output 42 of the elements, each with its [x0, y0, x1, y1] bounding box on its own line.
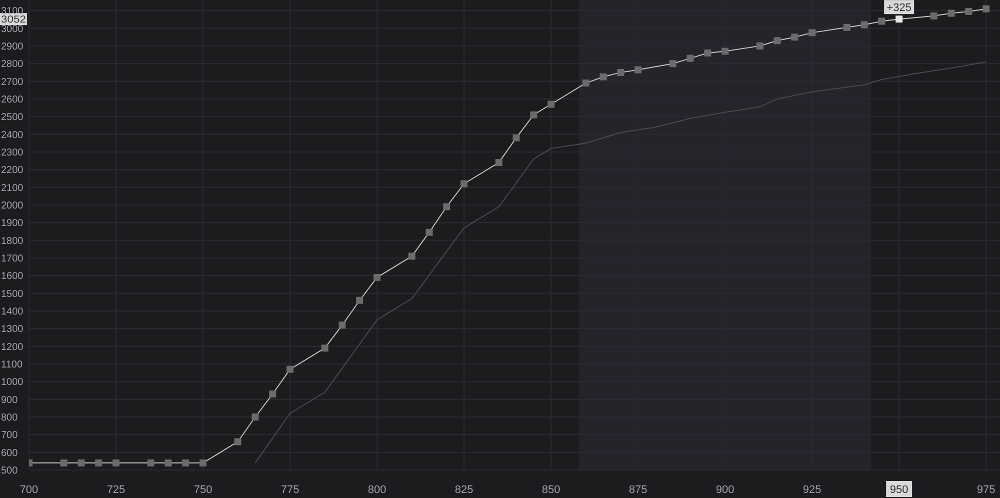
x-tick-label: 875 — [628, 484, 648, 496]
y-tick-label: 1400 — [1, 306, 24, 318]
x-tick-label: 825 — [454, 484, 474, 496]
y-tick-label: 1000 — [1, 377, 24, 388]
x-tick-label: 975 — [976, 484, 996, 496]
x-tick-label: 700 — [20, 484, 38, 496]
y-tick-label: 600 — [1, 448, 18, 459]
y-tick-label: 1900 — [1, 218, 24, 230]
y-tick-label: 3000 — [1, 24, 24, 35]
y-tick-label: 2100 — [1, 182, 24, 194]
y-tick-label: 1600 — [1, 271, 24, 282]
y-tick-label: 2700 — [1, 76, 24, 88]
x-tick-label: 750 — [194, 484, 212, 496]
y-tick-label: 2800 — [1, 59, 24, 70]
x-tick-label: 925 — [802, 484, 822, 496]
y-tick-label: 2900 — [1, 41, 24, 52]
point — [896, 16, 903, 23]
y-tick-label: 1100 — [1, 359, 23, 370]
y-tick-label: 2000 — [1, 200, 24, 212]
y-tick-label: 1700 — [1, 253, 24, 264]
y-tick-label: 2300 — [1, 147, 24, 158]
y-tick-label: 2600 — [1, 94, 24, 106]
x-tick-label: 950 — [890, 484, 908, 496]
y-tick-label: 2500 — [1, 112, 24, 124]
x-tick-label: 725 — [106, 484, 126, 496]
x-tick-label: 850 — [542, 484, 560, 496]
y-tick-label: 2200 — [1, 165, 24, 176]
y-tick-label: 1200 — [1, 342, 24, 353]
y-tick-label: 700 — [1, 430, 18, 442]
x-tick-label: 775 — [280, 484, 300, 496]
x-tick-label: 900 — [716, 484, 734, 496]
y-tick-label: 1500 — [1, 288, 24, 300]
y-tick-label: 1800 — [1, 236, 24, 247]
y-tick-label: 1300 — [1, 324, 24, 336]
annotation: +325 — [886, 2, 912, 14]
y-tick-label: 2400 — [1, 130, 24, 141]
line-series — [254, 61, 987, 464]
y-tick-label: 800 — [1, 412, 18, 424]
annotation: 3052 — [1, 14, 26, 26]
x-tick-label: 800 — [368, 484, 386, 496]
y-tick-label: 500 — [1, 466, 18, 476]
y-tick-label: 900 — [1, 394, 18, 406]
